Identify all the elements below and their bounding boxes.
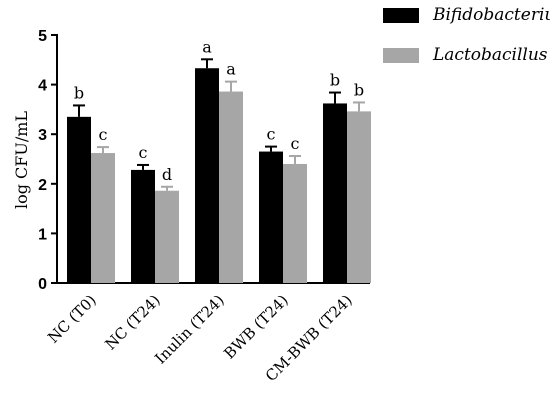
bars-group <box>67 68 371 284</box>
y-tick-label: 4 <box>38 78 47 95</box>
legend-swatch-series-1 <box>383 7 419 23</box>
significance-letter-2-5: b <box>354 80 364 99</box>
error-bar-2-5 <box>353 101 365 112</box>
significance-letter-1-3: a <box>202 37 212 56</box>
x-tick-label: Inulin (T24) <box>151 291 227 367</box>
bar-2-5 <box>347 111 371 283</box>
significance-letter-2-1: c <box>99 125 108 144</box>
bar-2-3 <box>219 91 243 283</box>
legend-label-series-1: Bifidobacterium <box>433 5 550 25</box>
y-tick-label: 2 <box>38 177 47 194</box>
bar-1-5 <box>323 103 347 283</box>
error-bar-1-1 <box>73 104 85 117</box>
y-tick-label: 3 <box>38 127 47 144</box>
error-bar-1-3 <box>201 58 213 69</box>
legend-swatch-series-2 <box>383 47 419 63</box>
error-bar-1-4 <box>265 145 277 152</box>
significance-letter-1-2: c <box>139 143 148 162</box>
significance-letter-2-3: a <box>226 60 236 79</box>
bar-2-2 <box>155 190 179 283</box>
x-tick-labels-group: NC (T0) NC (T24)Inulin (T24)BWB (T24)CM-B… <box>44 291 356 385</box>
y-tick-label: 0 <box>38 276 47 293</box>
significance-letter-2-4: c <box>291 134 300 153</box>
error-bars-group <box>73 58 365 191</box>
legend-item-series-1: Bifidobacterium <box>383 4 550 26</box>
bar-2-4 <box>283 163 307 283</box>
significance-letter-1-4: c <box>267 125 276 144</box>
significance-letter-1-1: b <box>74 83 84 102</box>
error-bar-2-4 <box>289 155 301 164</box>
legend-item-series-2: Lactobacillus <box>383 44 550 66</box>
bar-1-2 <box>131 169 155 283</box>
bar-2-1 <box>91 153 115 283</box>
legend: Bifidobacterium Lactobacillus <box>383 4 550 84</box>
bar-1-1 <box>67 116 91 283</box>
error-bar-1-5 <box>329 91 341 104</box>
y-tick-label: 5 <box>38 28 47 45</box>
error-bar-2-1 <box>97 146 109 154</box>
error-bar-2-2 <box>161 185 173 191</box>
legend-label-series-2: Lactobacillus <box>433 45 548 65</box>
x-tick-label: NC (T24) <box>101 291 163 353</box>
y-tick-label: 1 <box>38 226 47 243</box>
bar-1-3 <box>195 68 219 284</box>
x-tick-label: NC (T0) <box>44 291 100 347</box>
significance-letter-2-2: d <box>162 165 172 184</box>
y-axis-label: log CFU/mL <box>12 111 31 209</box>
error-bar-1-2 <box>137 163 149 170</box>
error-bar-2-3 <box>225 80 237 92</box>
significance-letter-1-5: b <box>330 71 340 90</box>
bar-1-4 <box>259 151 283 283</box>
